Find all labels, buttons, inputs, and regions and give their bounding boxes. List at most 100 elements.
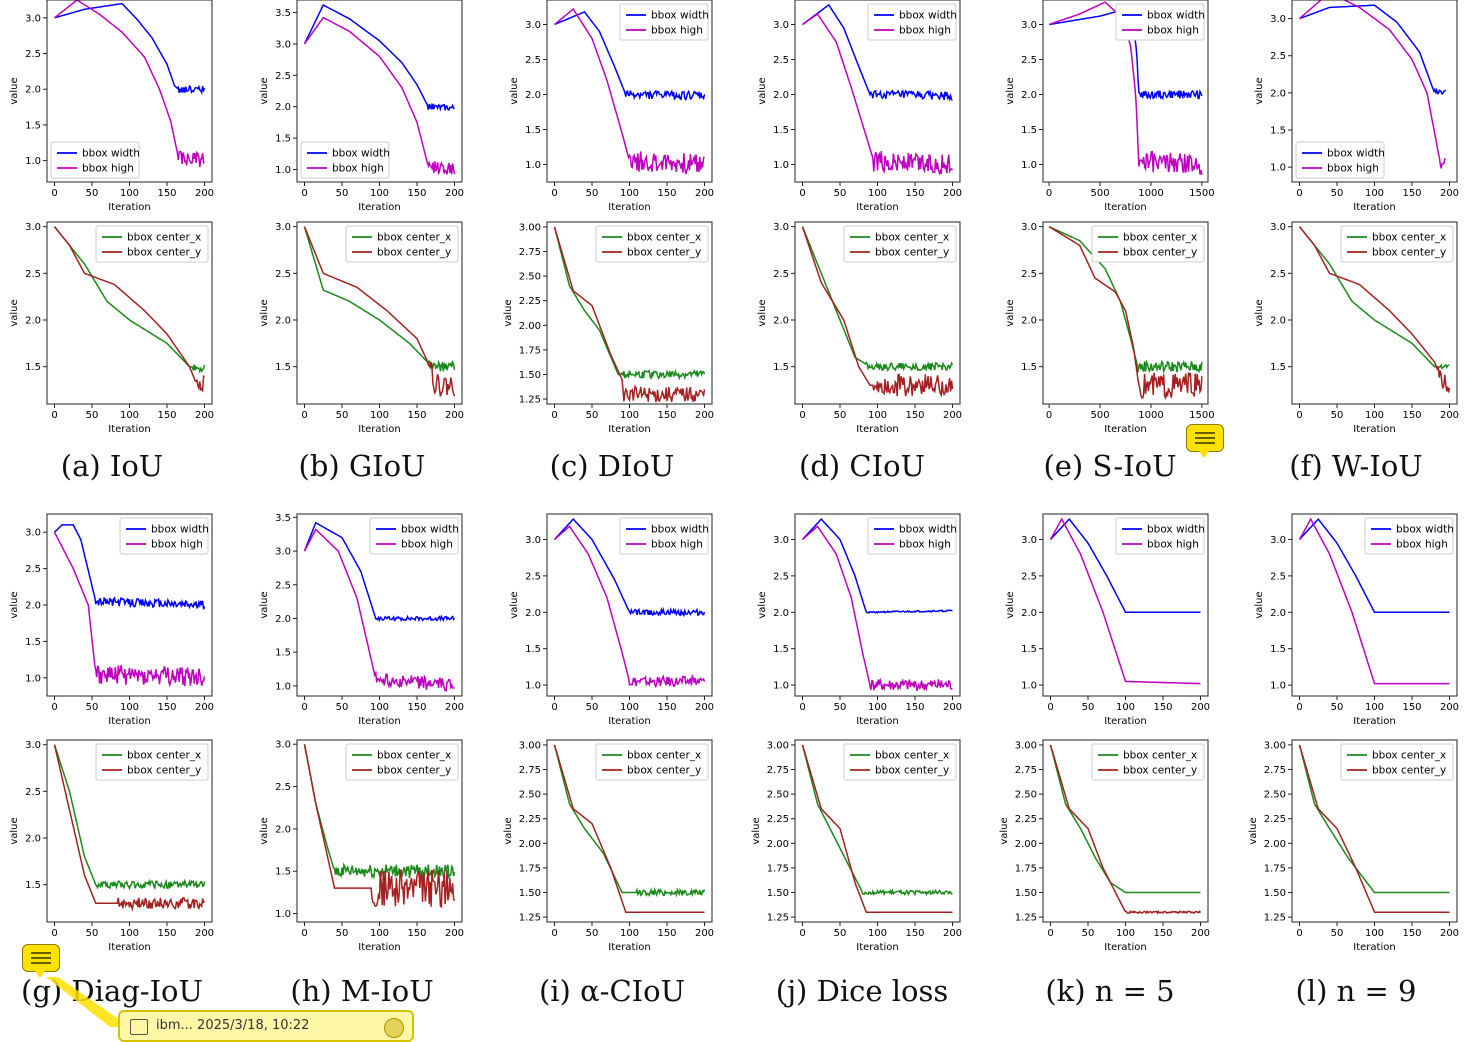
y-tick-label: 1.75	[767, 863, 789, 874]
note-bubble	[22, 944, 60, 972]
x-tick-label: 100	[370, 410, 389, 421]
y-tick-label: 2.00	[767, 839, 789, 850]
y-tick-label: 2.0	[1021, 316, 1037, 327]
legend-box	[95, 225, 209, 263]
x-tick-label: 150	[1402, 410, 1421, 421]
x-tick-label: 150	[657, 928, 676, 939]
x-axis-label: Iteration	[1353, 202, 1395, 213]
y-tick-label: 2.0	[275, 102, 291, 113]
y-tick-label: 1.5	[275, 867, 291, 878]
legend-box	[345, 743, 459, 781]
legend-entry: bbox center_y	[1123, 247, 1197, 259]
series-line-k2-0	[1049, 744, 1201, 894]
y-axis-label: value	[503, 817, 514, 844]
note-icon[interactable]	[1186, 424, 1224, 458]
y-axis-label: value	[259, 77, 270, 104]
y-tick-label: 2.0	[1270, 608, 1286, 619]
x-tick-label: 500	[1090, 188, 1109, 199]
y-axis-label: value	[509, 77, 520, 104]
y-tick-label: 3.0	[525, 20, 541, 31]
x-tick-label: 150	[657, 702, 676, 713]
x-tick-label: 0	[301, 188, 307, 199]
y-axis-label: value	[509, 591, 520, 618]
x-tick-label: 100	[1116, 928, 1135, 939]
x-tick-label: 200	[195, 188, 214, 199]
close-icon[interactable]	[384, 1018, 404, 1038]
y-tick-label: 2.5	[525, 571, 541, 582]
y-tick-label: 2.00	[519, 839, 541, 850]
y-axis-label: value	[757, 591, 768, 618]
chart-l2: 0 50 100 150 200 1.25 1.50 1.75 2.00 2.25 2.50 2.75…	[1248, 739, 1459, 953]
y-tick-label: 1.5	[25, 880, 41, 891]
y-tick-label: 3.5	[275, 8, 291, 19]
subfigure-caption: (c) DIoU	[550, 449, 675, 483]
y-tick-label: 2.25	[1015, 814, 1037, 825]
y-tick-label: 1.0	[25, 673, 41, 684]
y-tick-label: 1.75	[519, 863, 541, 874]
legend-entry: bbox center_y	[627, 247, 701, 259]
y-tick-label: 2.0	[773, 90, 789, 101]
x-axis-label: Iteration	[1104, 716, 1146, 727]
note-connector	[46, 977, 130, 1027]
x-tick-label: 1000	[1138, 188, 1163, 199]
y-tick-label: 2.25	[767, 814, 789, 825]
legend-entry: bbox center_x	[1123, 750, 1197, 762]
x-tick-label: 100	[370, 702, 389, 713]
legend-box	[1340, 225, 1454, 263]
y-tick-label: 1.0	[1021, 160, 1037, 171]
y-tick-label: 1.0	[773, 160, 789, 171]
x-tick-label: 50	[1331, 702, 1344, 713]
x-tick-label: 0	[301, 410, 307, 421]
legend-entry: bbox center_x	[1372, 232, 1446, 244]
subfigure-caption: (h) M-IoU	[290, 974, 433, 1008]
x-tick-label: 0	[799, 410, 805, 421]
legend-entry: bbox width	[151, 524, 209, 536]
y-tick-label: 1.5	[525, 125, 541, 136]
y-tick-label: 3.0	[25, 528, 41, 539]
y-tick-label: 1.5	[1270, 644, 1286, 655]
legend-box	[1091, 225, 1205, 263]
x-tick-label: 50	[586, 928, 599, 939]
y-tick-label: 1.0	[275, 681, 291, 692]
legend-entry: bbox width	[1327, 148, 1385, 160]
x-tick-label: 150	[1153, 928, 1172, 939]
y-tick-label: 1.0	[773, 681, 789, 692]
y-tick-label: 2.5	[25, 269, 41, 280]
x-tick-label: 50	[336, 928, 349, 939]
legend-box	[300, 141, 390, 179]
y-axis-label: value	[259, 299, 270, 326]
legend-box	[369, 517, 459, 555]
chart-g1: 0 50 100 150 200 1.0 1.5 2.0 2.5 3.0 Iteration valu…	[9, 513, 214, 727]
legend-entry: bbox high	[899, 539, 951, 551]
note-icon[interactable]	[22, 944, 60, 978]
x-tick-label: 200	[445, 702, 464, 713]
x-tick-label: 50	[336, 188, 349, 199]
legend-box	[1115, 3, 1205, 41]
y-tick-label: 3.0	[525, 535, 541, 546]
chart-e1: 0 500 1000 1500 1.0 1.5 2.0 2.5 3.0 Iteration valu…	[1005, 0, 1215, 213]
subfigure-caption: (d) CIoU	[799, 449, 925, 483]
x-tick-label: 200	[445, 410, 464, 421]
x-tick-label: 0	[1296, 188, 1302, 199]
legend-box	[1091, 743, 1205, 781]
series-line-c1-1	[554, 7, 705, 175]
x-tick-label: 100	[370, 188, 389, 199]
x-tick-label: 0	[1296, 702, 1302, 713]
x-tick-label: 100	[620, 410, 639, 421]
x-tick-label: 50	[336, 702, 349, 713]
y-tick-label: 1.5	[1270, 362, 1286, 373]
y-tick-label: 1.0	[1021, 681, 1037, 692]
x-axis-label: Iteration	[108, 942, 150, 953]
legend-entry: bbox center_y	[875, 247, 949, 259]
x-tick-label: 150	[157, 188, 176, 199]
annotation-popup[interactable]: ibm... 2025/3/18, 10:22	[118, 1010, 414, 1042]
legend-entry: bbox center_y	[377, 765, 451, 777]
y-tick-label: 1.25	[1264, 913, 1286, 924]
chart-h2: 0 50 100 150 200 1.0 1.5 2.0 2.5 3.0 Iteration valu…	[259, 739, 464, 953]
chart-c1: 0 50 100 150 200 1.0 1.5 2.0 2.5 3.0 Iteration valu…	[509, 0, 714, 213]
x-tick-label: 50	[1331, 928, 1344, 939]
x-axis-label: Iteration	[1353, 716, 1395, 727]
y-tick-label: 1.5	[773, 644, 789, 655]
chart-c2: 0 50 100 150 200 1.25 1.50 1.75 2.00 2.25 2.50 2.75…	[503, 221, 714, 435]
